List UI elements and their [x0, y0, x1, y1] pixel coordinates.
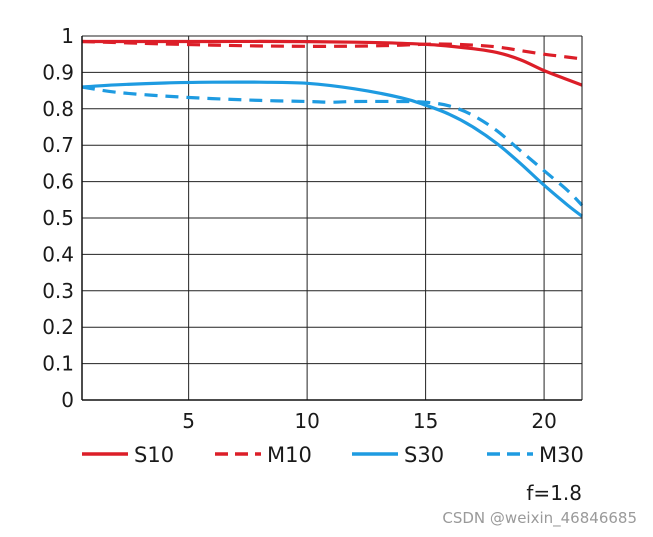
y-tick-label: 0.8 — [42, 97, 74, 121]
legend: S10 M10 S30 M30 — [82, 443, 584, 467]
series-line-s10 — [82, 39, 583, 87]
legend-label-s30: S30 — [404, 443, 444, 467]
y-tick-label: 0.9 — [42, 60, 74, 84]
y-tick-label: 0.7 — [42, 133, 74, 157]
series-line-m10 — [81, 39, 583, 61]
y-tick-label: 1 — [61, 24, 74, 48]
aperture-note: f=1.8 — [526, 481, 582, 505]
y-axis-ticks: 0 0.1 0.2 0.3 0.4 0.5 0.6 0.7 0.8 0.9 1 — [42, 24, 74, 412]
x-tick-label: 5 — [182, 409, 195, 433]
y-tick-label: 0.3 — [42, 279, 74, 303]
legend-label-s10: S10 — [134, 443, 174, 467]
y-tick-label: 0.4 — [42, 242, 74, 266]
series-line-s30 — [81, 80, 583, 218]
y-tick-label: 0.2 — [42, 315, 74, 339]
y-tick-label: 0 — [61, 388, 74, 412]
grid — [82, 35, 582, 400]
y-tick-label: 0.1 — [42, 352, 74, 376]
x-axis-ticks: 5 10 15 20 — [182, 409, 557, 433]
axes — [81, 36, 583, 401]
y-tick-label: 0.6 — [42, 170, 74, 194]
series-line-m30 — [81, 85, 584, 207]
x-tick-label: 20 — [531, 409, 556, 433]
watermark-text: CSDN @weixin_46846685 — [442, 509, 637, 528]
series-lines — [81, 39, 584, 218]
x-tick-label: 10 — [294, 409, 319, 433]
x-tick-label: 15 — [413, 409, 438, 433]
legend-label-m10: M10 — [267, 443, 312, 467]
y-tick-label: 0.5 — [42, 206, 74, 230]
legend-label-m30: M30 — [539, 443, 584, 467]
